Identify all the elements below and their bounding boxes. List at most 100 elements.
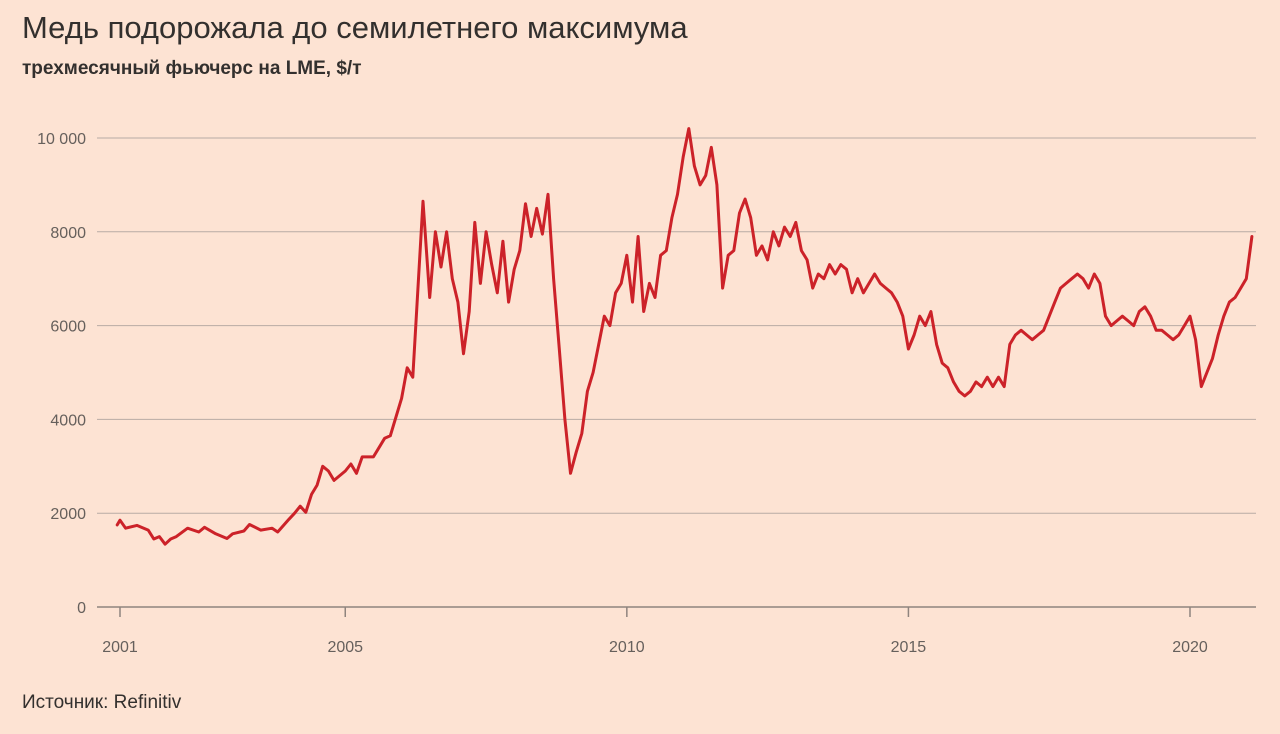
- data-point: [502, 240, 504, 242]
- data-point: [1217, 334, 1219, 336]
- data-point: [800, 249, 803, 252]
- data-point: [834, 273, 836, 275]
- data-point: [136, 524, 138, 527]
- data-point: [1166, 334, 1169, 336]
- data-point: [1172, 338, 1174, 341]
- data-point: [603, 315, 606, 318]
- data-point: [1127, 320, 1129, 322]
- data-point: [490, 263, 493, 266]
- data-point: [902, 315, 904, 318]
- data-point: [383, 437, 386, 440]
- data-point: [913, 334, 915, 336]
- data-point: [1132, 324, 1135, 327]
- data-point: [1121, 315, 1124, 318]
- data-point: [744, 198, 746, 200]
- y-tick-label: 4000: [50, 412, 86, 429]
- data-point: [316, 484, 318, 486]
- data-point: [947, 367, 949, 369]
- data-point: [1009, 343, 1011, 346]
- data-point: [124, 527, 127, 529]
- data-point: [310, 493, 313, 496]
- data-point: [169, 538, 172, 540]
- data-point: [980, 385, 983, 388]
- data-point: [868, 282, 870, 285]
- data-point: [1076, 273, 1079, 275]
- data-point: [811, 287, 814, 289]
- data-point: [462, 352, 465, 355]
- data-point: [344, 470, 347, 472]
- data-point: [175, 535, 178, 538]
- data-point: [214, 533, 217, 535]
- data-point: [592, 371, 594, 374]
- data-point: [738, 212, 741, 214]
- data-point: [203, 526, 206, 529]
- data-point: [862, 292, 865, 294]
- source-note: Источник: Refinitiv: [22, 692, 182, 713]
- data-point: [457, 301, 459, 303]
- data-point: [248, 523, 251, 526]
- data-point: [293, 512, 296, 514]
- data-point: [541, 233, 544, 235]
- data-point: [412, 376, 414, 379]
- x-tick-label: 2020: [1172, 639, 1208, 656]
- data-point: [907, 348, 910, 350]
- data-point: [654, 296, 656, 299]
- x-tick-label: 2005: [327, 639, 363, 656]
- data-point: [789, 235, 791, 238]
- data-point: [355, 472, 358, 475]
- data-point: [1223, 315, 1225, 318]
- data-point: [158, 535, 161, 538]
- data-point: [969, 390, 972, 393]
- data-point: [422, 200, 424, 203]
- data-point: [1093, 273, 1096, 275]
- y-tick-label: 6000: [50, 319, 86, 336]
- data-point: [417, 277, 420, 280]
- data-point: [716, 184, 718, 186]
- data-point: [276, 531, 279, 533]
- data-point: [992, 385, 994, 388]
- data-point: [614, 292, 617, 294]
- data-point: [1048, 315, 1050, 318]
- y-axis-labels: 0 2000 4000 6000 8000 10 000: [37, 131, 86, 617]
- data-point: [321, 465, 324, 468]
- data-point: [828, 263, 831, 266]
- data-point: [305, 511, 307, 514]
- data-point: [721, 287, 724, 289]
- data-point: [1054, 301, 1056, 303]
- data-point: [519, 249, 521, 252]
- data-point: [671, 216, 673, 219]
- data-point: [1161, 329, 1163, 332]
- y-tick-label: 8000: [50, 225, 86, 242]
- data-point: [693, 165, 696, 167]
- data-point: [665, 249, 668, 252]
- data-point: [806, 259, 808, 261]
- data-point: [524, 202, 527, 205]
- data-point: [440, 266, 442, 268]
- data-point: [406, 367, 409, 369]
- data-point: [958, 390, 960, 393]
- data-point: [1116, 320, 1118, 322]
- data-point: [1245, 277, 1248, 280]
- data-point: [186, 527, 189, 529]
- x-tick-label: 2001: [102, 639, 138, 656]
- y-tick-label: 0: [77, 600, 86, 617]
- data-point: [451, 277, 454, 280]
- data-point: [119, 519, 121, 521]
- data-point: [1082, 277, 1084, 280]
- data-point: [389, 435, 392, 437]
- data-point: [963, 395, 966, 397]
- data-point: [755, 254, 758, 257]
- data-point: [198, 531, 200, 533]
- data-point: [243, 530, 245, 532]
- data-point: [474, 221, 476, 224]
- copper-price-line: [115, 127, 1254, 546]
- y-tick-label: 2000: [50, 506, 86, 523]
- data-point: [558, 348, 561, 350]
- data-point: [350, 463, 352, 465]
- data-point: [642, 310, 645, 313]
- data-point: [1211, 357, 1214, 360]
- data-point: [935, 343, 938, 346]
- data-point: [530, 235, 532, 238]
- data-point: [845, 268, 848, 271]
- data-point: [896, 301, 898, 303]
